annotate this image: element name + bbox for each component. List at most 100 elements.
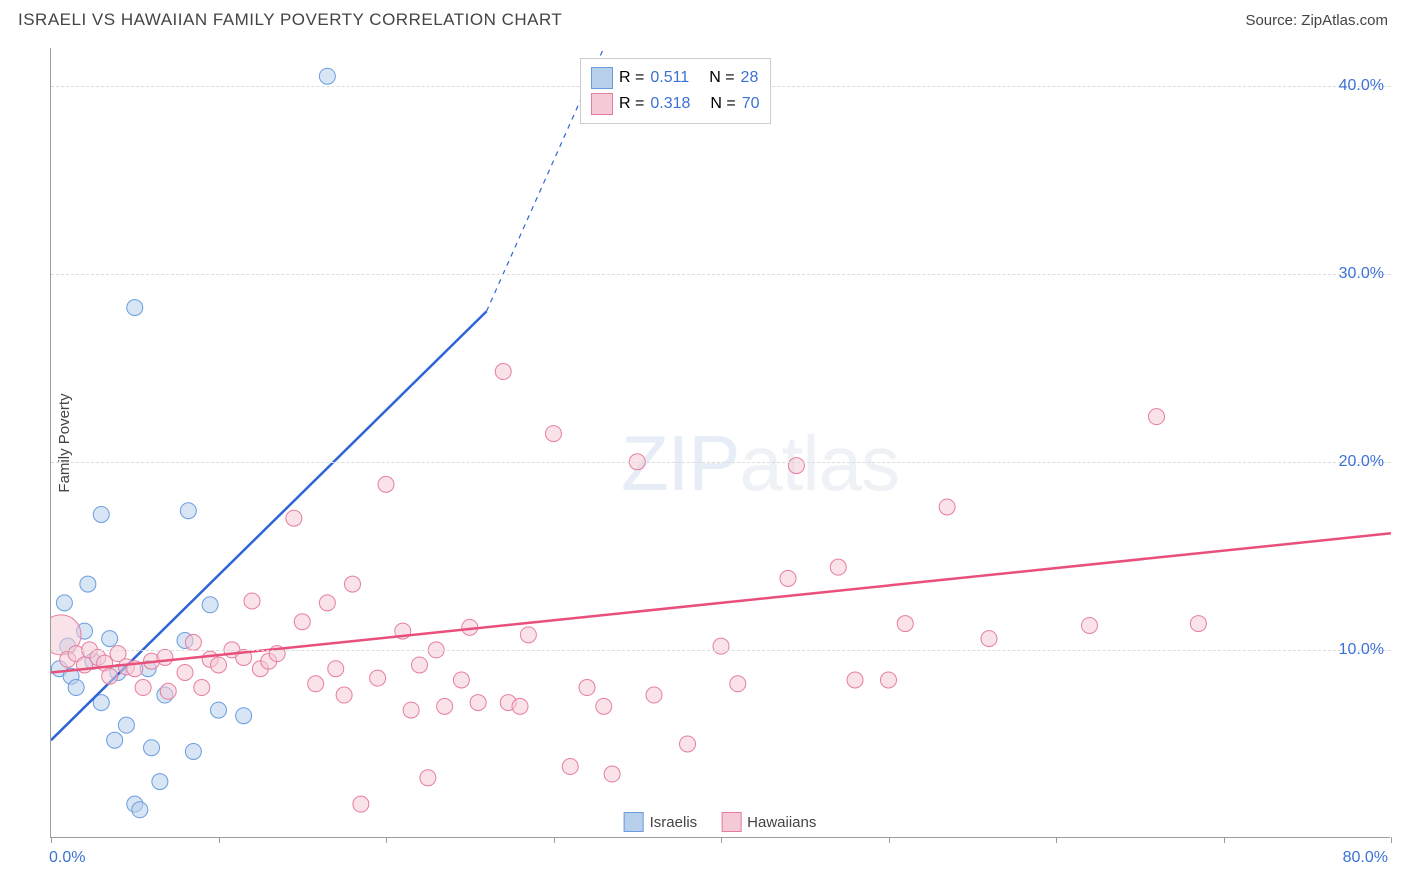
data-point [378, 476, 394, 492]
data-point [412, 657, 428, 673]
stat-r-value-1: 0.511 [650, 69, 689, 87]
legend-item-hawaiians: Hawaiians [721, 812, 816, 832]
x-tick [554, 837, 555, 843]
stat-legend-row-2: R = 0.318 N = 70 [591, 91, 760, 117]
data-point [495, 364, 511, 380]
data-point [453, 672, 469, 688]
data-point [1190, 616, 1206, 632]
gridline [51, 274, 1391, 275]
data-point [981, 631, 997, 647]
x-tick [1391, 837, 1392, 843]
data-point [177, 664, 193, 680]
data-point [512, 698, 528, 714]
data-point [730, 676, 746, 692]
y-tick-label: 30.0% [1339, 265, 1384, 283]
y-tick-label: 10.0% [1339, 641, 1384, 659]
y-tick-label: 40.0% [1339, 77, 1384, 95]
stat-legend-box: R = 0.511 N = 28 R = 0.318 N = 70 [580, 58, 771, 124]
chart-area: ZIPatlas Family Poverty 10.0%20.0%30.0%4… [50, 48, 1390, 838]
data-point [520, 627, 536, 643]
data-point [118, 717, 134, 733]
data-point [185, 634, 201, 650]
data-point [897, 616, 913, 632]
data-point [319, 595, 335, 611]
data-point [319, 68, 335, 84]
data-point [308, 676, 324, 692]
data-point [152, 774, 168, 790]
data-point [185, 743, 201, 759]
data-point [202, 597, 218, 613]
x-tick [219, 837, 220, 843]
chart-title: ISRAELI VS HAWAIIAN FAMILY POVERTY CORRE… [18, 10, 562, 30]
swatch-israelis [591, 67, 613, 89]
data-point [102, 631, 118, 647]
data-point [604, 766, 620, 782]
data-point [1082, 617, 1098, 633]
legend-bottom: Israelis Hawaiians [624, 812, 817, 832]
x-tick [721, 837, 722, 843]
data-point [328, 661, 344, 677]
x-tick [1224, 837, 1225, 843]
data-point [132, 802, 148, 818]
x-tick-label: 80.0% [1343, 849, 1388, 867]
data-point [127, 300, 143, 316]
data-point [403, 702, 419, 718]
data-point [546, 426, 562, 442]
y-tick-label: 20.0% [1339, 453, 1384, 471]
data-point [788, 458, 804, 474]
data-point [68, 680, 84, 696]
stat-n-label: N = [709, 69, 734, 87]
data-point [353, 796, 369, 812]
data-point [180, 503, 196, 519]
data-point [939, 499, 955, 515]
legend-label-israelis: Israelis [650, 814, 698, 831]
data-point [345, 576, 361, 592]
chart-svg [51, 48, 1391, 838]
data-point [646, 687, 662, 703]
data-point [211, 702, 227, 718]
legend-item-israelis: Israelis [624, 812, 698, 832]
data-point [470, 695, 486, 711]
data-point [1149, 409, 1165, 425]
x-tick [1056, 837, 1057, 843]
data-point [562, 759, 578, 775]
data-point [107, 732, 123, 748]
data-point [294, 614, 310, 630]
chart-source: Source: ZipAtlas.com [1245, 12, 1388, 29]
data-point [680, 736, 696, 752]
x-tick-label: 0.0% [49, 849, 85, 867]
data-point [56, 595, 72, 611]
stat-n-value-2: 70 [742, 95, 760, 113]
x-tick [889, 837, 890, 843]
y-axis-label: Family Poverty [56, 393, 73, 492]
stat-n-value-1: 28 [741, 69, 759, 87]
data-point [713, 638, 729, 654]
data-point [236, 708, 252, 724]
x-tick [386, 837, 387, 843]
data-point [780, 570, 796, 586]
swatch-hawaiians [591, 93, 613, 115]
stat-legend-row-1: R = 0.511 N = 28 [591, 65, 760, 91]
data-point [596, 698, 612, 714]
data-point [881, 672, 897, 688]
legend-label-hawaiians: Hawaiians [747, 814, 816, 831]
data-point [211, 657, 227, 673]
data-point [579, 680, 595, 696]
data-point [830, 559, 846, 575]
data-point [93, 506, 109, 522]
data-point [336, 687, 352, 703]
data-point [157, 649, 173, 665]
data-point [244, 593, 260, 609]
gridline [51, 462, 1391, 463]
x-tick [51, 837, 52, 843]
stat-r-label: R = [619, 69, 644, 87]
data-point [144, 740, 160, 756]
data-point [160, 683, 176, 699]
swatch-hawaiians-icon [721, 812, 741, 832]
data-point [437, 698, 453, 714]
stat-r-label: R = [619, 95, 644, 113]
data-point [135, 680, 151, 696]
data-point [420, 770, 436, 786]
stat-r-value-2: 0.318 [650, 95, 690, 113]
plot-region: ZIPatlas Family Poverty 10.0%20.0%30.0%4… [50, 48, 1390, 838]
